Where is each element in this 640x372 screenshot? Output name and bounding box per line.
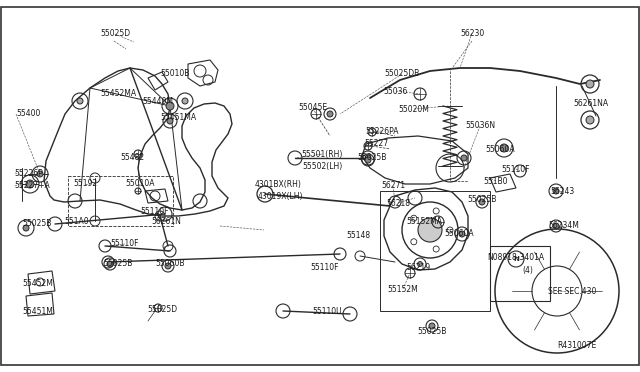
Text: 55025B: 55025B <box>467 195 497 203</box>
Circle shape <box>553 188 559 194</box>
Text: 55482: 55482 <box>120 154 144 163</box>
Circle shape <box>327 111 333 117</box>
Text: 55148: 55148 <box>346 231 370 241</box>
Text: 4301BX(RH): 4301BX(RH) <box>255 180 301 189</box>
Text: 55025B: 55025B <box>357 154 387 163</box>
Text: 55451M: 55451M <box>22 307 53 315</box>
Circle shape <box>77 98 83 104</box>
Text: 55226PA: 55226PA <box>365 126 399 135</box>
Circle shape <box>166 102 174 110</box>
Circle shape <box>586 116 594 124</box>
Text: 56261N: 56261N <box>151 218 181 227</box>
Text: 55152M: 55152M <box>388 285 419 294</box>
Text: 55452MA: 55452MA <box>100 90 136 99</box>
Text: 56261NA: 56261NA <box>573 99 608 108</box>
Text: 56271: 56271 <box>381 182 405 190</box>
Text: 43019X(LH): 43019X(LH) <box>257 192 303 201</box>
Text: 55226P: 55226P <box>14 169 43 177</box>
Text: 55110F: 55110F <box>311 263 339 273</box>
Text: 551B0: 551B0 <box>484 176 508 186</box>
Bar <box>68 176 173 226</box>
Circle shape <box>459 231 465 237</box>
Text: 55452M: 55452M <box>22 279 53 289</box>
Circle shape <box>107 261 113 267</box>
Text: 55440M: 55440M <box>143 96 173 106</box>
Text: 55010A: 55010A <box>125 180 155 189</box>
Text: 55110U: 55110U <box>312 307 342 315</box>
Text: 56230: 56230 <box>460 29 484 38</box>
Circle shape <box>479 199 485 205</box>
Text: 55110F: 55110F <box>141 206 169 215</box>
Text: 55110F: 55110F <box>111 240 140 248</box>
Circle shape <box>182 98 188 104</box>
Circle shape <box>586 80 594 88</box>
Text: SEE SEC.430: SEE SEC.430 <box>548 286 596 295</box>
Text: 55020M: 55020M <box>399 105 429 113</box>
Circle shape <box>417 262 422 266</box>
Text: 56243: 56243 <box>550 186 574 196</box>
Text: 55025B: 55025B <box>22 219 51 228</box>
Circle shape <box>165 263 171 269</box>
Circle shape <box>365 155 371 161</box>
Text: 55025D: 55025D <box>100 29 130 38</box>
Text: 55025DB: 55025DB <box>385 70 420 78</box>
Circle shape <box>26 180 34 188</box>
Text: 55060A: 55060A <box>485 144 515 154</box>
Text: 55025D: 55025D <box>147 305 177 314</box>
Text: 56219: 56219 <box>406 263 430 273</box>
Text: 55192: 55192 <box>73 180 97 189</box>
Text: 55060B: 55060B <box>156 260 185 269</box>
Text: 55036N: 55036N <box>465 122 495 131</box>
Text: 55110F: 55110F <box>502 164 531 173</box>
Circle shape <box>508 251 524 267</box>
Text: N: N <box>513 256 519 262</box>
Text: 55227+A: 55227+A <box>14 182 50 190</box>
Text: R431007E: R431007E <box>557 341 596 350</box>
Text: 55060A: 55060A <box>444 230 474 238</box>
Text: 55036: 55036 <box>384 87 408 96</box>
Circle shape <box>365 157 371 163</box>
Text: 55025B: 55025B <box>103 260 132 269</box>
Text: 55025B: 55025B <box>417 327 447 337</box>
Bar <box>380 191 490 311</box>
Circle shape <box>418 218 442 242</box>
Text: 551A0: 551A0 <box>65 217 90 225</box>
Bar <box>490 246 550 301</box>
Text: 55502(LH): 55502(LH) <box>302 161 342 170</box>
Text: 55451MA: 55451MA <box>160 113 196 122</box>
Text: 55501(RH): 55501(RH) <box>301 150 342 158</box>
Text: (4): (4) <box>523 266 533 275</box>
Circle shape <box>500 144 508 152</box>
Circle shape <box>461 155 467 161</box>
Circle shape <box>37 171 43 177</box>
Text: 55227: 55227 <box>364 140 388 148</box>
Text: 55045E: 55045E <box>298 103 328 112</box>
Text: N08918-3401A: N08918-3401A <box>488 253 545 263</box>
Circle shape <box>23 225 29 231</box>
Text: 55400: 55400 <box>16 109 40 119</box>
Circle shape <box>167 118 173 124</box>
Text: 56234M: 56234M <box>548 221 579 231</box>
Text: 55010B: 55010B <box>160 70 189 78</box>
Text: 56218: 56218 <box>386 199 410 208</box>
Circle shape <box>429 323 435 329</box>
Circle shape <box>553 223 559 229</box>
Text: 55152MA: 55152MA <box>406 217 442 225</box>
